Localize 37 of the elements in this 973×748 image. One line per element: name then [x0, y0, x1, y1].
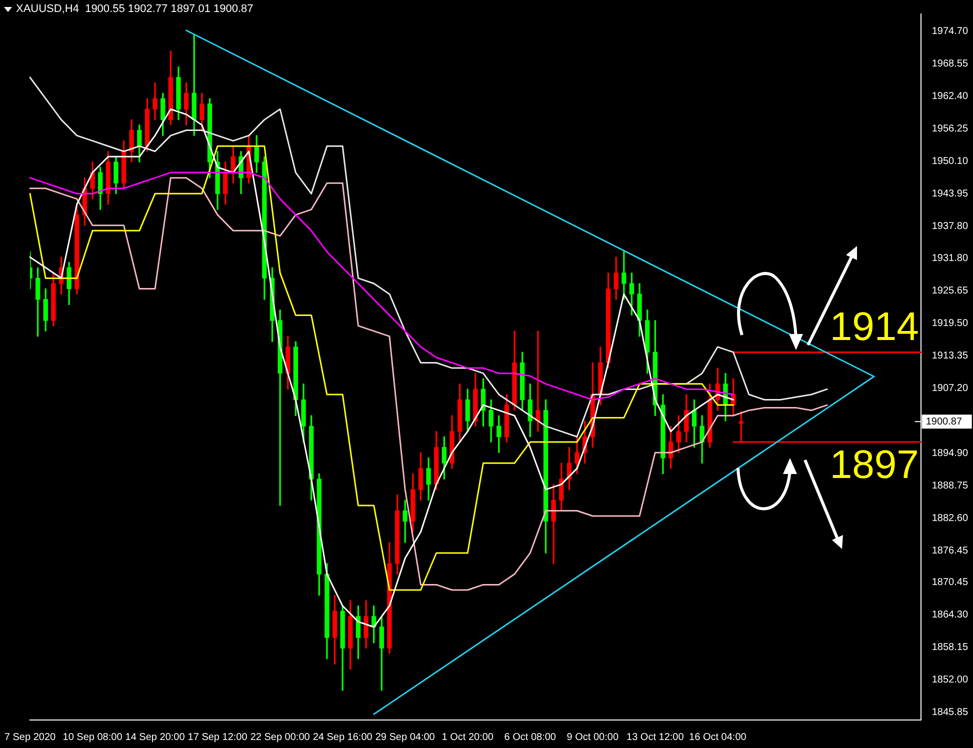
y-tick-label: 1888.75 [932, 480, 968, 492]
x-tick-label: 6 Oct 08:00 [504, 732, 556, 743]
y-tick-label: 1919.50 [932, 318, 968, 329]
y-tick-label: 1907.20 [932, 382, 968, 394]
x-tick-label: 29 Sep 04:00 [375, 732, 436, 743]
y-tick-label: 1858.15 [932, 642, 968, 654]
annotation: 1897 [830, 443, 919, 488]
y-tick-label: 1925.65 [932, 285, 968, 296]
y-tick-label: 1913.35 [932, 350, 968, 362]
chart-title: XAUUSD,H4 1900.55 1902.77 1897.01 1900.87 [16, 3, 254, 15]
y-tick-label: 1876.45 [932, 545, 968, 556]
y-tick-label: 1968.55 [932, 58, 968, 70]
y-tick-label: 1894.90 [932, 448, 968, 459]
y-tick-label: 1943.95 [932, 188, 968, 200]
x-tick-label: 16 Oct 04:00 [689, 732, 747, 743]
y-tick-label: 1870.45 [932, 577, 968, 588]
x-tick-label: 10 Sep 08:00 [62, 732, 123, 743]
y-tick-label: 1931.80 [932, 252, 968, 264]
y-tick-label: 1974.70 [932, 26, 968, 38]
x-tick-label: 7 Sep 2020 [4, 732, 56, 743]
y-tick-label: 1956.25 [932, 124, 968, 135]
y-tick-label: 1937.80 [932, 221, 968, 232]
x-tick-label: 1 Oct 20:00 [442, 732, 494, 743]
x-tick-label: 24 Sep 16:00 [312, 732, 373, 743]
x-tick-label: 17 Sep 12:00 [188, 732, 248, 743]
y-tick-label: 1950.10 [932, 156, 968, 168]
y-tick-label: 1852.00 [932, 674, 968, 686]
x-tick-label: 9 Oct 00:00 [566, 732, 619, 743]
x-tick-label: 13 Oct 12:00 [626, 732, 684, 743]
annotation: 1914 [830, 305, 919, 350]
y-tick-label: 1864.30 [932, 610, 968, 621]
y-tick-label: 1845.85 [932, 707, 968, 718]
x-tick-label: 22 Sep 00:00 [250, 732, 310, 743]
y-tick-label: 1962.40 [932, 91, 968, 102]
y-tick-label: 1882.60 [932, 512, 968, 524]
ref-line-label: 1900.87 [926, 416, 962, 428]
x-tick-label: 14 Sep 20:00 [125, 732, 186, 743]
